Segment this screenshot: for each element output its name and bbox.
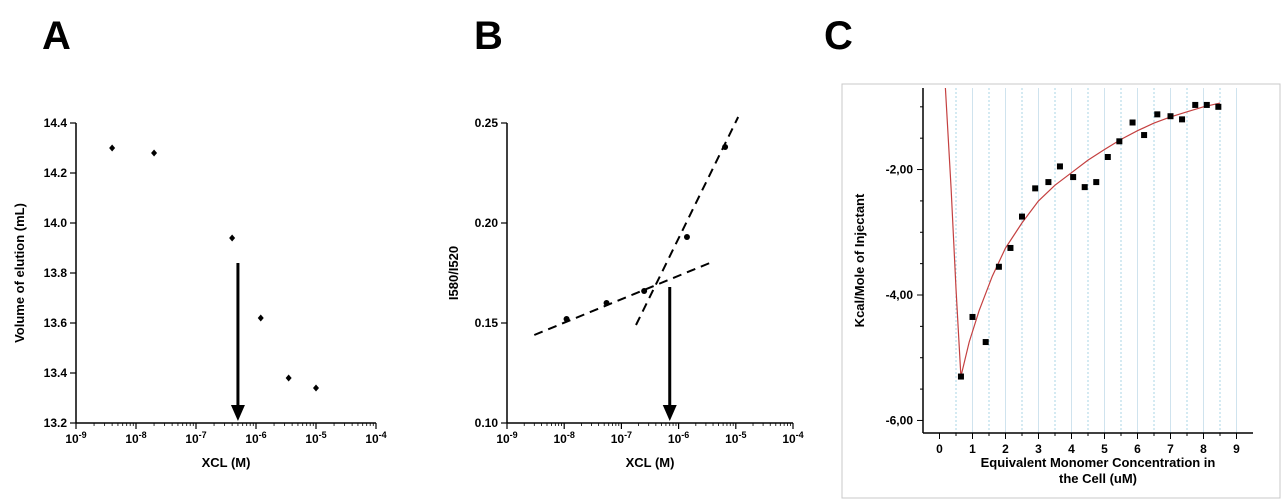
panel-label-a: A bbox=[42, 14, 71, 58]
c-x-tick-label: 9 bbox=[1233, 442, 1240, 456]
c-x-tick-label: 6 bbox=[1134, 442, 1141, 456]
c-x-tick-label: 4 bbox=[1068, 442, 1075, 456]
a-data-point bbox=[151, 149, 158, 157]
c-data-point bbox=[1056, 163, 1063, 170]
a-x-tick-label: 10-8 bbox=[125, 430, 146, 446]
a-x-tick-label: 10-4 bbox=[365, 430, 386, 446]
c-y-axis-label: Kcal/Mole of Injectant bbox=[852, 193, 867, 327]
a-data-point bbox=[229, 234, 236, 242]
c-data-point bbox=[1007, 244, 1014, 251]
b-data-point bbox=[722, 144, 729, 150]
c-data-point bbox=[1116, 138, 1123, 145]
b-x-axis-label: XCL (M) bbox=[626, 455, 675, 470]
c-frame bbox=[841, 83, 1281, 499]
c-data-point bbox=[969, 313, 976, 320]
chart-c: -2,00 -4,00 -6,00 0 1 2 3 4 5 6 7 8 9 Kcal/Mole of In… bbox=[841, 83, 1281, 499]
c-data-point bbox=[1192, 101, 1199, 108]
c-data-point bbox=[995, 263, 1002, 270]
b-y-tick-label: 0.15 bbox=[475, 316, 499, 330]
b-fit-line bbox=[635, 116, 740, 326]
c-data-point bbox=[1070, 174, 1077, 181]
b-data-point bbox=[603, 300, 610, 306]
panel-label-c: C bbox=[824, 14, 853, 58]
a-y-tick-label: 13.8 bbox=[44, 266, 68, 280]
a-y-tick-label: 14.4 bbox=[44, 116, 68, 130]
a-data-point bbox=[257, 314, 264, 322]
b-data-point bbox=[641, 288, 648, 294]
chart-b: 10-9 10-8 10-7 10-6 10-5 10-4 0.10 0.15 0.20 0.25… bbox=[446, 116, 804, 470]
c-x-tick-label: 0 bbox=[936, 442, 943, 456]
panel-label-b: B bbox=[474, 14, 503, 58]
c-data-point bbox=[1154, 111, 1161, 118]
a-x-axis-label: XCL (M) bbox=[202, 455, 251, 470]
b-x-tick-label: 10-9 bbox=[496, 430, 517, 446]
a-arrow-head bbox=[230, 405, 245, 421]
a-y-tick-label: 13.6 bbox=[44, 316, 68, 330]
c-x-tick-label: 7 bbox=[1167, 442, 1174, 456]
a-y-tick-label: 13.4 bbox=[44, 366, 68, 380]
b-y-tick-label: 0.25 bbox=[475, 116, 499, 130]
c-y-tick-label: -4,00 bbox=[886, 288, 914, 302]
c-x-tick-label: 2 bbox=[1002, 442, 1009, 456]
a-x-tick-label: 10-7 bbox=[185, 430, 206, 446]
a-x-tick-label: 10-5 bbox=[305, 430, 326, 446]
a-data-point bbox=[109, 144, 116, 152]
b-data-point bbox=[683, 234, 690, 240]
c-x-tick-label: 1 bbox=[969, 442, 976, 456]
c-data-point bbox=[1093, 179, 1100, 186]
c-data-point bbox=[1081, 184, 1088, 191]
c-x-axis-label-line2: the Cell (uM) bbox=[1059, 471, 1137, 486]
c-data-point bbox=[1129, 119, 1136, 126]
b-x-tick-label: 10-4 bbox=[782, 430, 803, 446]
a-y-tick-label: 13.2 bbox=[44, 416, 68, 430]
a-data-point bbox=[285, 374, 292, 382]
c-data-point bbox=[957, 373, 964, 380]
c-y-tick-label: -2,00 bbox=[886, 163, 914, 177]
c-data-point bbox=[1104, 154, 1111, 160]
chart-a: 10-9 10-8 10-7 10-6 10-5 10-4 13.2 13.4 13.6 13.8… bbox=[12, 116, 387, 470]
c-data-point bbox=[1045, 179, 1052, 186]
c-x-tick-label: 3 bbox=[1035, 442, 1042, 456]
b-x-tick-label: 10-7 bbox=[611, 430, 632, 446]
b-y-axis-label: I580/I520 bbox=[446, 246, 461, 300]
c-data-point bbox=[1203, 101, 1210, 108]
c-x-tick-label: 8 bbox=[1200, 442, 1207, 456]
b-fit-line bbox=[533, 262, 711, 336]
b-data-point bbox=[563, 316, 570, 322]
a-x-tick-label: 10-9 bbox=[65, 430, 86, 446]
c-data-point bbox=[1019, 213, 1025, 220]
a-y-axis-label: Volume of elution (mL) bbox=[12, 203, 27, 343]
b-arrow-head bbox=[662, 405, 677, 421]
c-data-point bbox=[982, 339, 989, 346]
c-data-point bbox=[1141, 132, 1148, 139]
b-y-tick-label: 0.20 bbox=[475, 216, 499, 230]
a-y-tick-label: 14.2 bbox=[44, 166, 68, 180]
c-data-point bbox=[1179, 116, 1186, 123]
a-x-tick-label: 10-6 bbox=[245, 430, 266, 446]
c-y-tick-label: -6,00 bbox=[886, 413, 914, 427]
b-x-tick-label: 10-5 bbox=[725, 430, 746, 446]
c-x-tick-label: 5 bbox=[1101, 442, 1108, 456]
c-data-point bbox=[1215, 103, 1222, 110]
c-x-axis-label-line1: Equivalent Monomer Concentration in bbox=[981, 455, 1216, 470]
c-data-point bbox=[1032, 185, 1039, 192]
a-data-point bbox=[313, 384, 319, 392]
b-x-tick-label: 10-8 bbox=[554, 430, 575, 446]
c-fit-curve bbox=[944, 87, 1221, 377]
a-y-tick-label: 14.0 bbox=[44, 216, 68, 230]
b-y-tick-label: 0.10 bbox=[475, 416, 499, 430]
b-x-tick-label: 10-6 bbox=[668, 430, 689, 446]
c-data-point bbox=[1167, 113, 1174, 120]
